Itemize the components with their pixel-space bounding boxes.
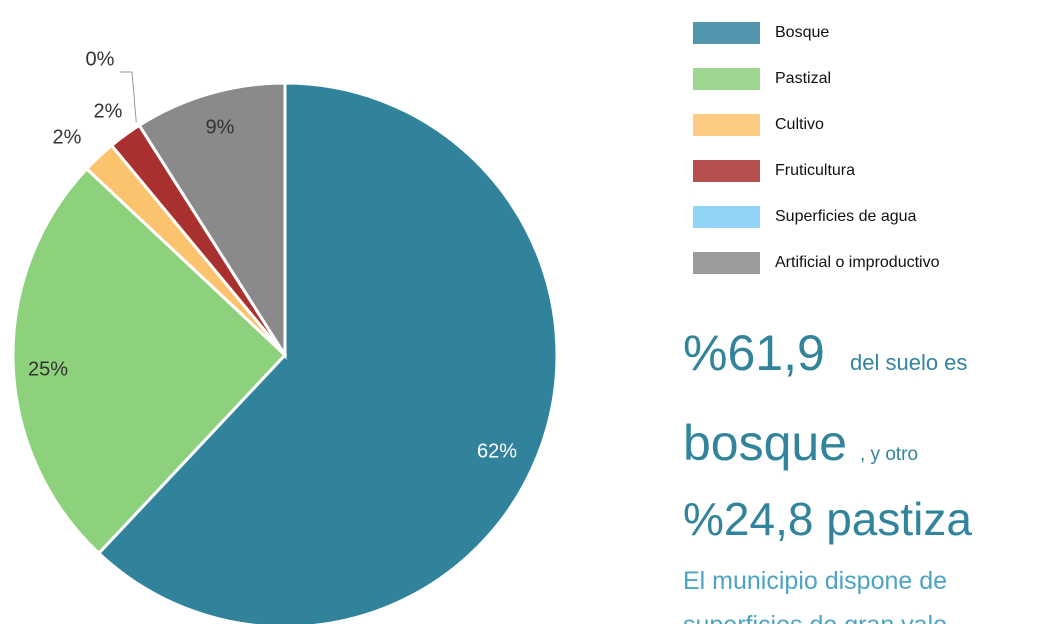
legend-label: Bosque (775, 24, 829, 41)
data-label: 9% (206, 116, 235, 138)
legend-swatch (693, 22, 760, 44)
data-label: 0% (86, 48, 115, 70)
note-big: %24,8 pastiza (683, 493, 972, 545)
legend-label: Fruticultura (775, 162, 855, 179)
leader-line (120, 71, 137, 123)
note-small: , y otro (860, 444, 918, 465)
legend-swatch (693, 68, 760, 90)
pie-slice (96, 81, 559, 624)
note-big: %61,9 (683, 325, 825, 381)
note-text: El municipio dispone de (683, 567, 947, 595)
legend-label: Artificial o improductivo (775, 254, 940, 271)
notes: %61,9 del suelo es bosque , y otro %24,8… (683, 325, 972, 624)
data-label: 2% (53, 126, 82, 148)
legend-swatch (693, 114, 760, 136)
pie: 62% 25% 2% 2% 0% 9% (11, 48, 559, 624)
legend-swatch (693, 206, 760, 228)
legend-label: Pastizal (775, 70, 831, 87)
data-label: 62% (477, 440, 517, 462)
note-small: del suelo es (850, 350, 967, 375)
legend-swatch (693, 252, 760, 274)
legend-swatch (693, 160, 760, 182)
data-label: 2% (94, 100, 123, 122)
legend: Bosque Pastizal Cultivo Fruticultura Superfi… (693, 22, 940, 274)
pie-slice (11, 166, 288, 556)
note-big: bosque (683, 415, 847, 471)
data-label: 25% (28, 358, 68, 380)
note-text: superficies de gran valo (683, 611, 947, 624)
legend-label: Cultivo (775, 116, 824, 133)
pie-slice (137, 81, 287, 361)
legend-label: Superficies de agua (775, 208, 917, 225)
